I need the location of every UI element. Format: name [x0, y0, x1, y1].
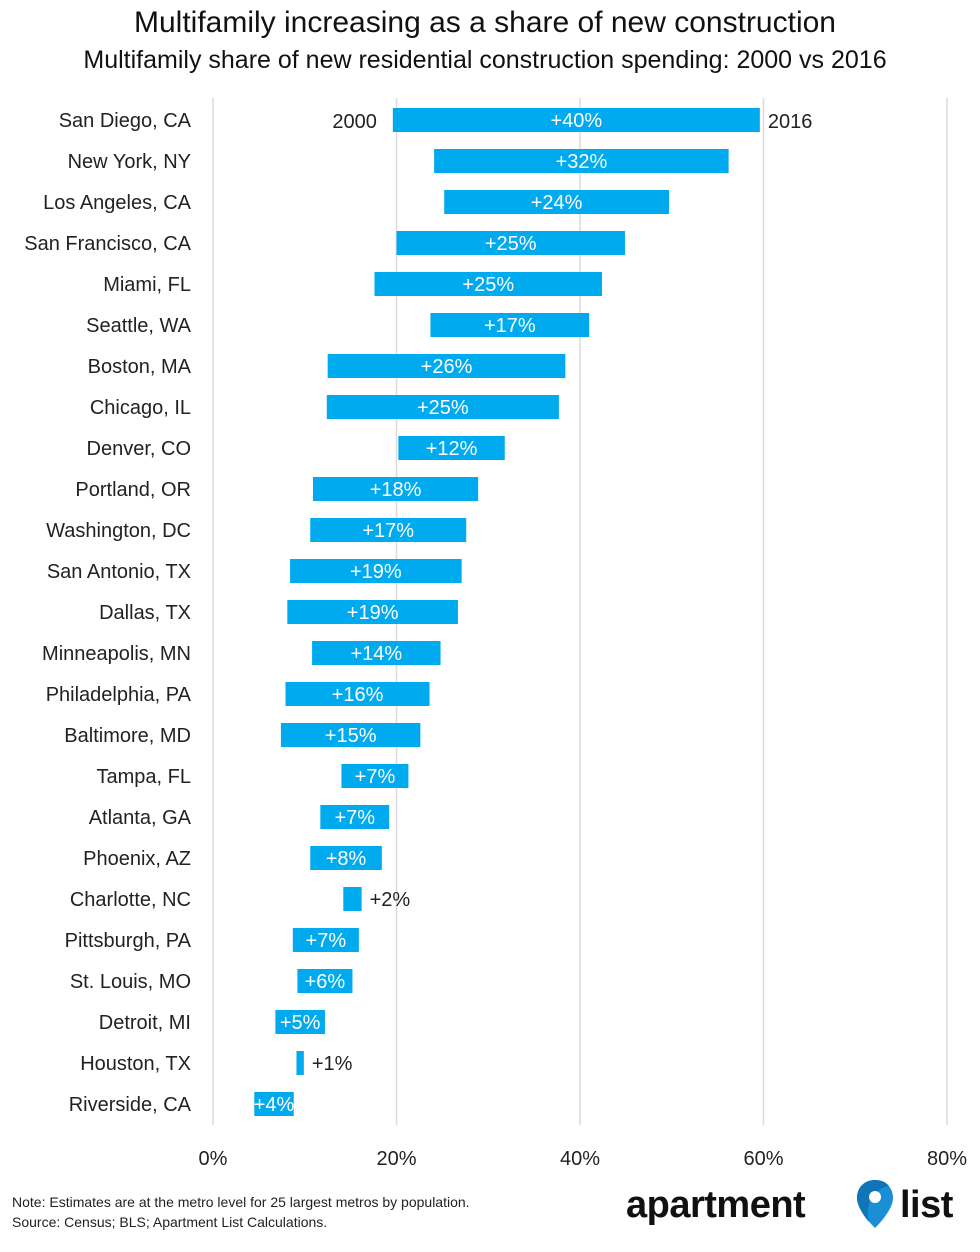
category-label: Riverside, CA: [69, 1094, 192, 1116]
category-label: Baltimore, MD: [64, 725, 191, 747]
data-label: +26%: [421, 356, 473, 378]
category-label: San Francisco, CA: [24, 233, 191, 255]
footnote: Note: Estimates are at the metro level f…: [12, 1192, 470, 1232]
series-label-2000: 2000: [332, 111, 377, 133]
range-bar: [275, 1010, 325, 1034]
range-bar: [341, 764, 409, 788]
range-bar: [398, 436, 505, 460]
data-label: +18%: [370, 479, 422, 501]
data-label: +40%: [550, 110, 602, 132]
range-bar: [310, 846, 382, 870]
category-label: Portland, OR: [75, 479, 191, 501]
category-label: Pittsburgh, PA: [65, 930, 192, 952]
data-label: +25%: [417, 397, 469, 419]
range-bar: [392, 108, 760, 132]
category-label: Dallas, TX: [99, 602, 191, 624]
category-label: Detroit, MI: [99, 1012, 191, 1034]
category-label: St. Louis, MO: [70, 971, 191, 993]
range-bar: [327, 354, 566, 378]
note-text: Note: Estimates are at the metro level f…: [12, 1194, 470, 1210]
range-bar: [254, 1092, 294, 1116]
range-bar: [292, 928, 359, 952]
range-bar: [280, 723, 421, 747]
range-bar: [313, 477, 479, 501]
range-bar: [444, 190, 669, 214]
range-bar: [285, 682, 430, 706]
category-label: Tampa, FL: [97, 766, 191, 788]
category-label: Boston, MA: [88, 356, 192, 378]
category-label: Washington, DC: [46, 520, 191, 542]
range-bar: [326, 395, 559, 419]
category-label: Miami, FL: [103, 274, 191, 296]
data-label: +19%: [347, 602, 399, 624]
apartment-list-logo: apartment list: [626, 1178, 971, 1238]
category-label: Minneapolis, MN: [42, 643, 191, 665]
data-label: +17%: [484, 315, 536, 337]
map-pin-icon: [857, 1180, 893, 1228]
x-tick-label: 80%: [927, 1148, 967, 1170]
category-label: San Diego, CA: [59, 110, 192, 132]
data-label: +12%: [426, 438, 478, 460]
category-label: Charlotte, NC: [70, 889, 191, 911]
range-bar: [290, 559, 462, 583]
data-label: +17%: [362, 520, 414, 542]
data-label: +4%: [254, 1094, 295, 1116]
data-label: +1%: [312, 1053, 353, 1075]
x-tick-label: 60%: [743, 1148, 783, 1170]
x-tick-label: 0%: [199, 1148, 228, 1170]
range-bar: [396, 231, 625, 255]
data-label: +8%: [326, 848, 367, 870]
logo-word-list: list: [900, 1184, 953, 1226]
category-label: Houston, TX: [80, 1053, 191, 1075]
data-label: +7%: [355, 766, 396, 788]
data-label: +5%: [280, 1012, 321, 1034]
chart-subtitle: Multifamily share of new residential con…: [83, 46, 887, 74]
range-bar: [343, 887, 362, 911]
data-label: +2%: [370, 889, 411, 911]
data-label: +6%: [305, 971, 346, 993]
category-label: Chicago, IL: [90, 397, 191, 419]
category-label: Los Angeles, CA: [43, 192, 192, 214]
range-bar: [430, 313, 590, 337]
data-label: +7%: [306, 930, 347, 952]
logo-word-apartment: apartment: [626, 1184, 806, 1226]
data-label: +14%: [350, 643, 402, 665]
range-bar: [296, 1051, 304, 1075]
data-label: +25%: [485, 233, 537, 255]
range-bar: [297, 969, 353, 993]
data-label: +7%: [334, 807, 375, 829]
category-label: Seattle, WA: [86, 315, 192, 337]
x-tick-label: 20%: [376, 1148, 416, 1170]
data-label: +25%: [462, 274, 514, 296]
source-text: Source: Census; BLS; Apartment List Calc…: [12, 1214, 328, 1230]
category-label: Phoenix, AZ: [83, 848, 191, 870]
data-label: +19%: [350, 561, 402, 583]
range-bar: [287, 600, 458, 624]
category-label: Atlanta, GA: [89, 807, 192, 829]
range-bar: [310, 518, 467, 542]
category-label: San Antonio, TX: [47, 561, 191, 583]
category-label: New York, NY: [68, 151, 191, 173]
category-label: Denver, CO: [87, 438, 191, 460]
range-bar: [320, 805, 390, 829]
data-label: +32%: [556, 151, 608, 173]
data-label: +15%: [325, 725, 377, 747]
series-label-2016: 2016: [768, 111, 813, 133]
data-label: +16%: [332, 684, 384, 706]
range-bar: [374, 272, 603, 296]
chart-title: Multifamily increasing as a share of new…: [134, 6, 836, 39]
range-bar: [434, 149, 729, 173]
data-label: +24%: [531, 192, 583, 214]
category-label: Philadelphia, PA: [46, 684, 192, 706]
range-bar: [312, 641, 441, 665]
x-tick-label: 40%: [560, 1148, 600, 1170]
